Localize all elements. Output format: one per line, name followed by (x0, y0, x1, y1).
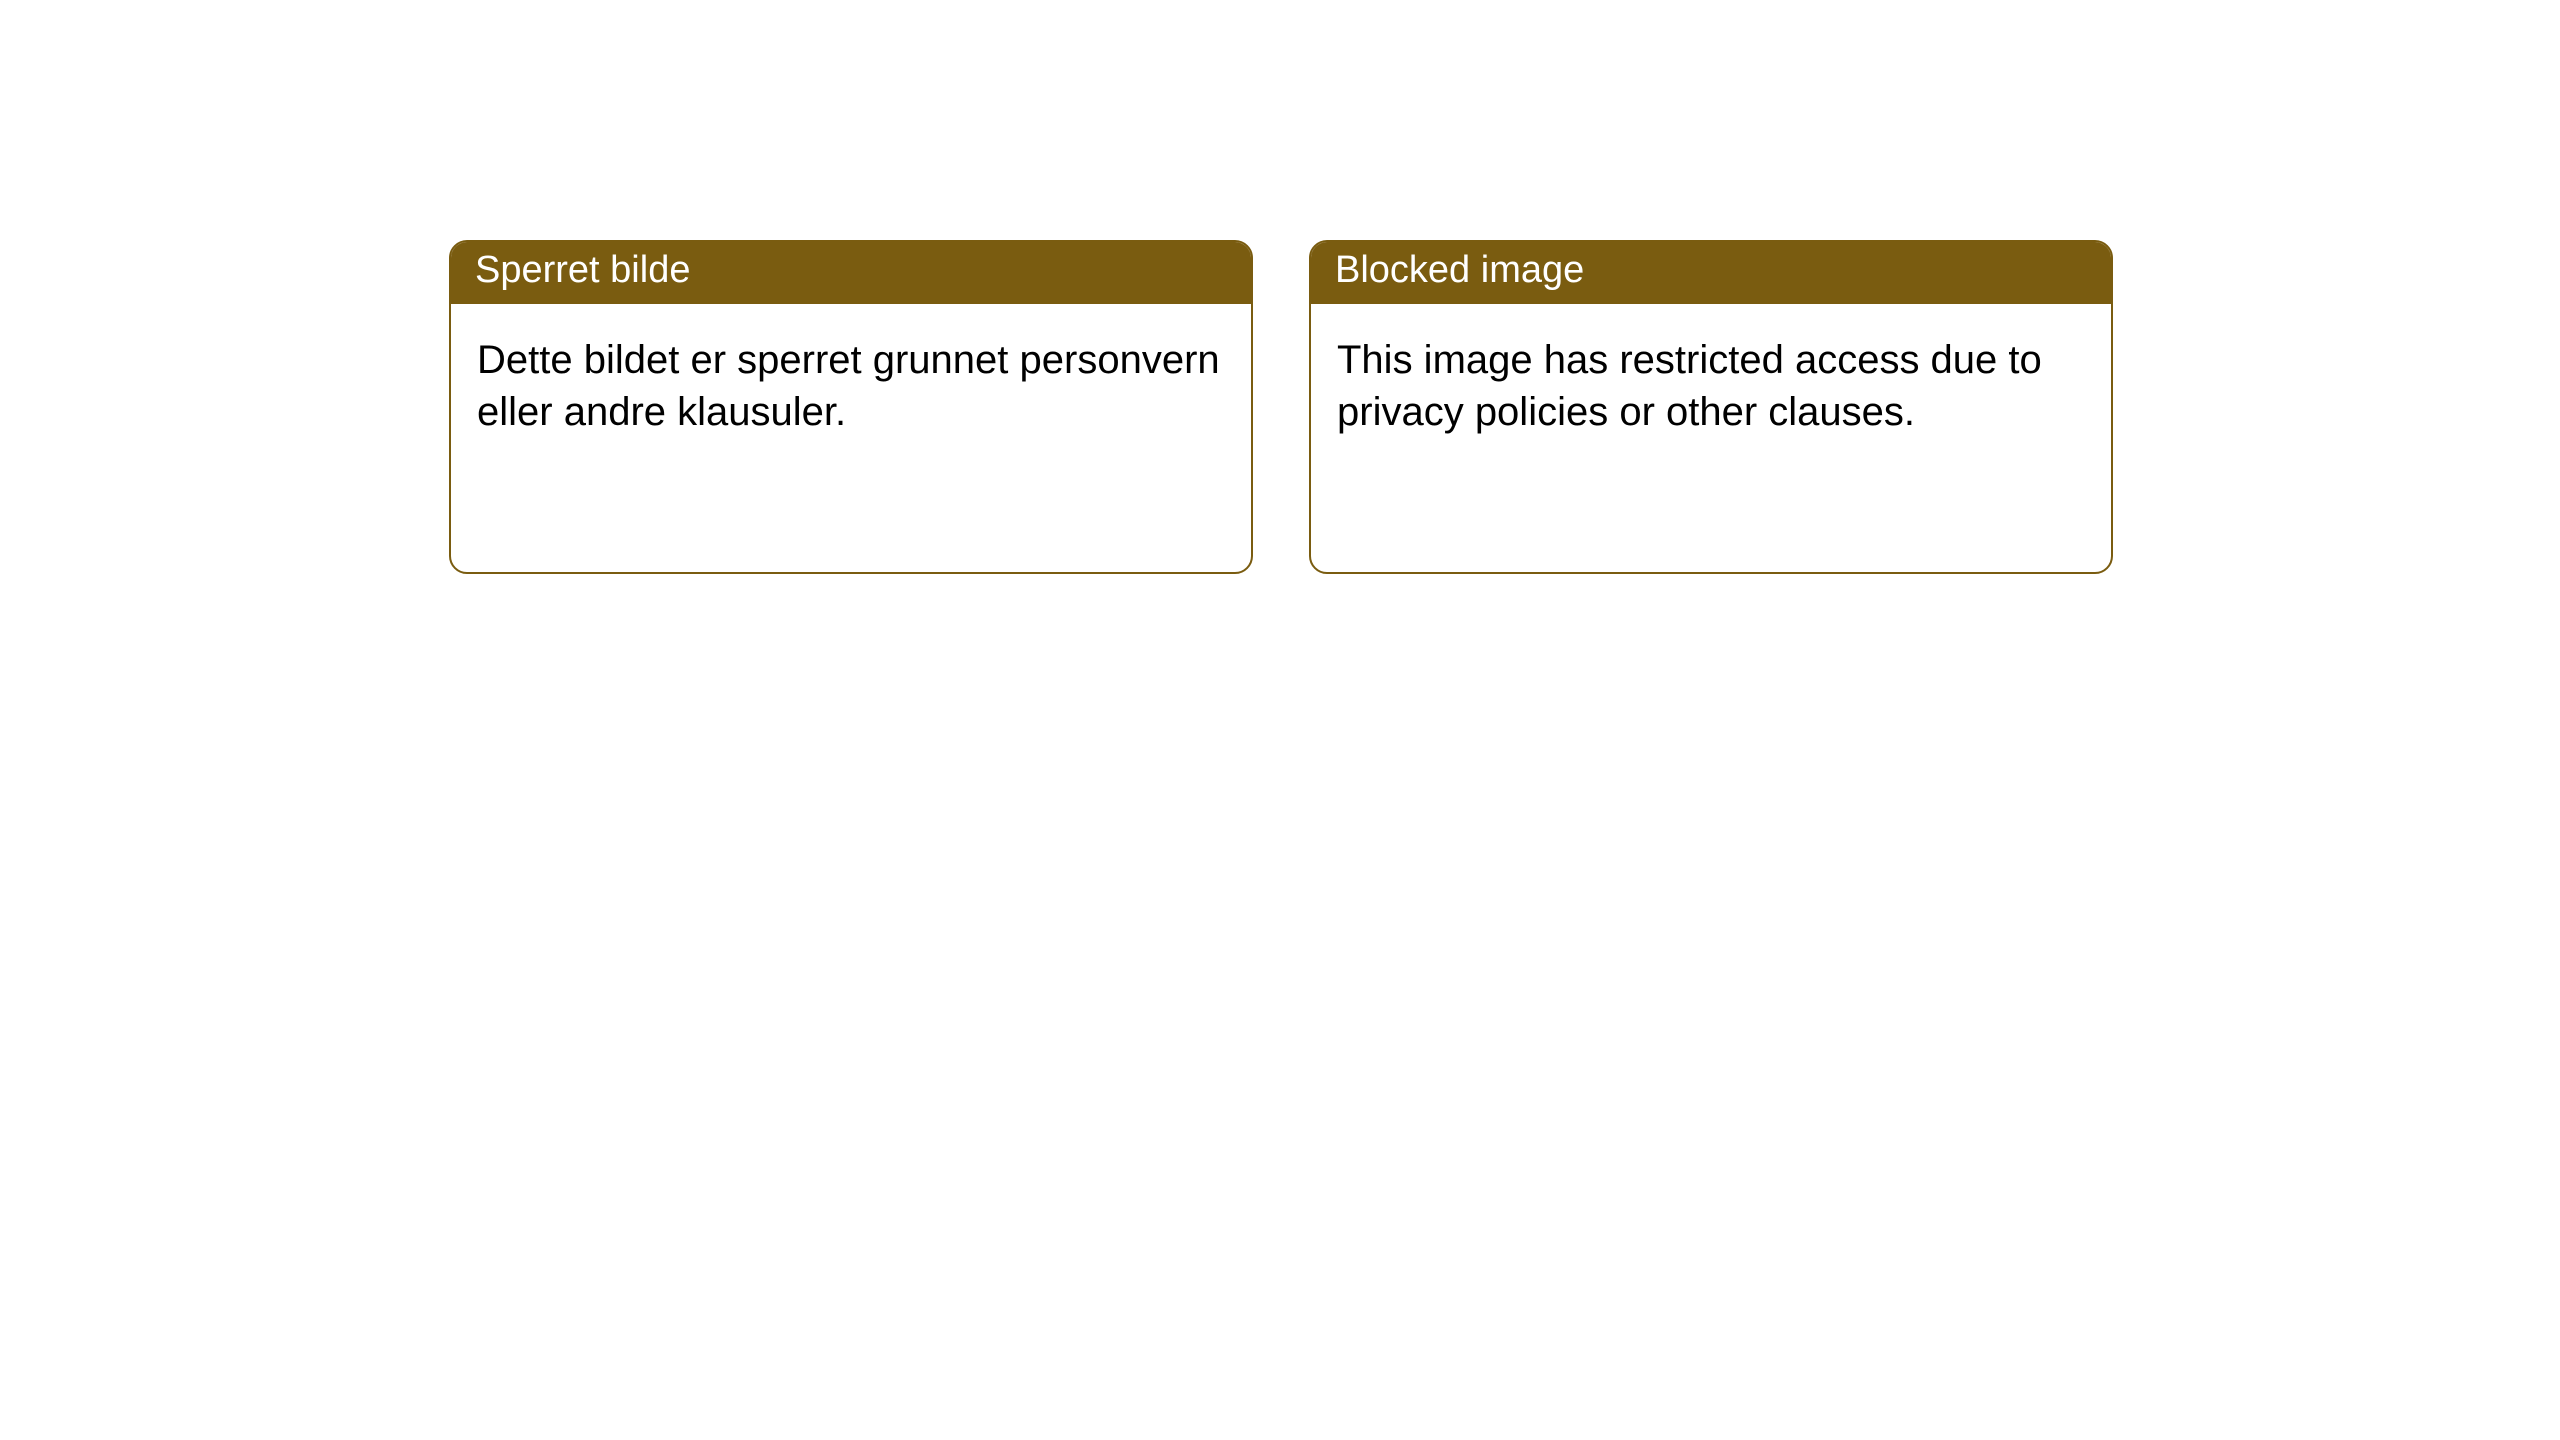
notice-card-title: Blocked image (1311, 242, 2111, 304)
notice-card-body: Dette bildet er sperret grunnet personve… (451, 304, 1251, 468)
notice-card-no: Sperret bilde Dette bildet er sperret gr… (449, 240, 1253, 574)
notice-card-body: This image has restricted access due to … (1311, 304, 2111, 468)
notice-container: Sperret bilde Dette bildet er sperret gr… (0, 0, 2560, 574)
notice-card-title: Sperret bilde (451, 242, 1251, 304)
notice-card-en: Blocked image This image has restricted … (1309, 240, 2113, 574)
